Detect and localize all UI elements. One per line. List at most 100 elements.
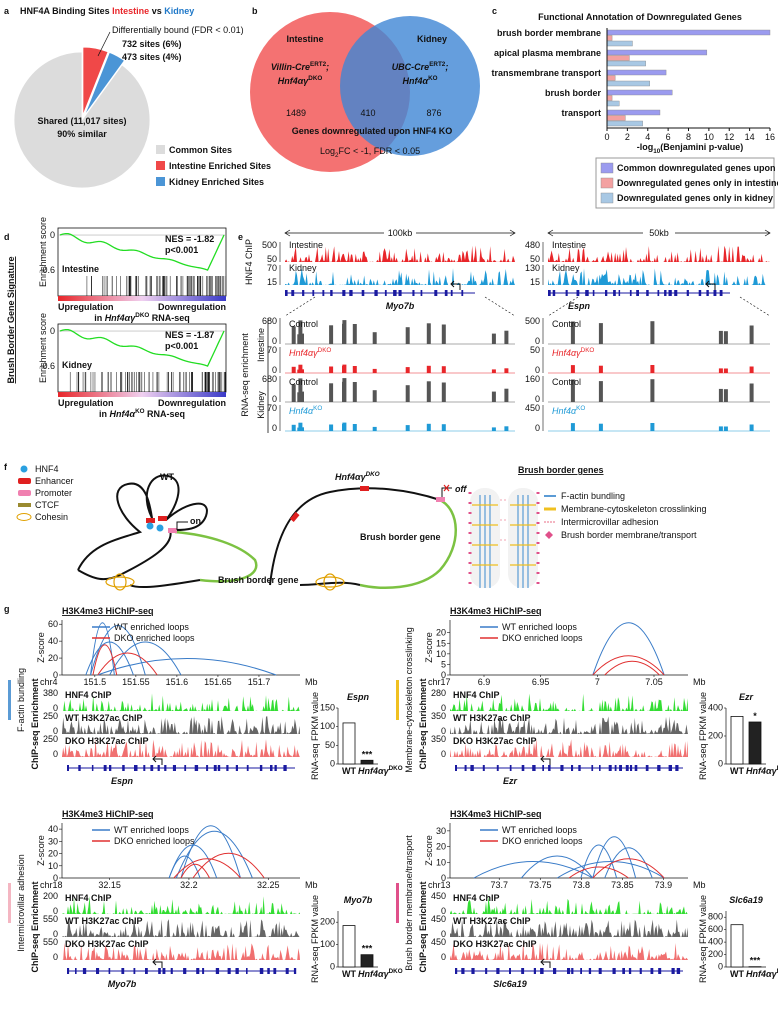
text-run: DKO <box>366 471 380 478</box>
x-tick-label: 32.15 <box>98 880 121 890</box>
track-tick: 160 <box>525 374 540 384</box>
hichip-title: H3K4me3 HiChIP-seq <box>62 606 154 616</box>
text-run: DKO <box>581 347 595 354</box>
adhesion <box>500 499 508 541</box>
signal-track <box>285 268 515 285</box>
bar <box>730 924 744 968</box>
y-axis-label: Enrichment score <box>38 217 48 287</box>
exon <box>605 290 608 296</box>
exon <box>650 968 654 974</box>
exon <box>121 968 125 974</box>
zoom-line <box>284 296 516 317</box>
gene-curve <box>359 498 457 589</box>
exon <box>67 968 70 974</box>
track-tick: 0 <box>441 703 446 713</box>
signal-track <box>450 896 688 914</box>
enhancer <box>360 486 369 491</box>
y-tick-label: 50 <box>325 740 335 750</box>
exon <box>461 968 465 974</box>
scale-label: 100kb <box>388 228 413 238</box>
crosslink <box>472 504 536 566</box>
panel-label: f <box>4 462 8 472</box>
rank-label: Upregulation <box>58 398 114 408</box>
track-tick: 70 <box>267 345 277 355</box>
significance: * <box>753 711 757 721</box>
exon <box>614 765 617 771</box>
promoter <box>168 528 177 533</box>
bar <box>606 100 620 107</box>
significance: *** <box>750 956 761 966</box>
track-tick: 450 <box>431 891 446 901</box>
track-tick: 500 <box>525 316 540 326</box>
exon <box>235 968 239 974</box>
z-axis-label: Z-score <box>36 835 46 866</box>
unit-label: Mb <box>693 677 706 687</box>
exon <box>612 968 616 974</box>
exon <box>464 765 467 771</box>
exon <box>540 968 544 974</box>
track-tick: 280 <box>431 688 446 698</box>
rna-peak <box>598 365 603 373</box>
bar <box>606 89 673 96</box>
x-tick-label: 32.2 <box>180 880 198 890</box>
x-tick-label: 10 <box>704 132 714 142</box>
text-run: Hnf4α <box>552 406 577 416</box>
promoter <box>436 497 445 502</box>
exon <box>628 968 632 974</box>
exon <box>184 765 187 771</box>
rna-peak <box>291 424 296 431</box>
rna-peak <box>342 422 347 431</box>
state-label: off <box>455 484 467 494</box>
signal-track <box>450 693 688 711</box>
genotype: Hnf4αKO <box>402 75 437 86</box>
bar <box>606 35 613 41</box>
threshold: Log2FC < -1, FDR < 0.05 <box>320 146 420 159</box>
loop-arc <box>180 825 241 879</box>
track-name: WT H3K27ac ChIP <box>65 713 143 723</box>
text-run: Control <box>289 319 318 329</box>
track-name: Control <box>289 319 318 329</box>
exon <box>109 765 112 771</box>
exon <box>246 765 249 771</box>
track-name: Hnf4αγDKO <box>289 347 331 358</box>
exon <box>246 968 248 974</box>
exon <box>657 290 660 296</box>
x-tick-label: 6.9 <box>478 677 491 687</box>
es-curve <box>59 328 225 367</box>
signal-track <box>62 693 300 711</box>
x-tick-label: 0 <box>604 132 609 142</box>
y-tick-label: 200 <box>320 917 335 927</box>
exon <box>91 765 94 771</box>
y-tick-label: 0 <box>718 962 723 972</box>
exon <box>592 290 595 296</box>
rank-label: Upregulation <box>58 302 114 312</box>
text-run: (Benjamini p-value) <box>660 142 743 152</box>
actin <box>479 495 529 588</box>
legend-label: WT enriched loops <box>114 622 189 632</box>
text-run: Hnf4αγ <box>105 313 137 323</box>
track-tick: 200 <box>43 891 58 901</box>
rna-peak <box>342 320 347 344</box>
exon <box>622 968 625 974</box>
track-name: Control <box>552 319 581 329</box>
y-tick-label: 0 <box>330 759 335 769</box>
text-run: DKO <box>318 347 332 354</box>
track-tick: 50 <box>530 254 540 264</box>
x-tick-label: 32.25 <box>257 880 280 890</box>
text-run: DKO <box>777 968 778 975</box>
track-tick: 250 <box>43 711 58 721</box>
text-run: Hnf4αγ <box>746 766 778 776</box>
z-tick-label: 0 <box>441 873 446 883</box>
y-tick-label: 0 <box>50 230 55 240</box>
bar <box>606 55 630 61</box>
exon <box>560 765 564 771</box>
rna-peak <box>372 426 377 431</box>
condition-title: Hnf4αγDKO <box>335 471 380 482</box>
panel-label: d <box>4 232 10 242</box>
rna-axis-label: RNA-seq FPKM value <box>698 895 708 983</box>
text-run: DKO <box>308 75 322 82</box>
category-bar <box>8 883 11 923</box>
rna-peak <box>372 332 377 344</box>
legend-label: Kidney Enriched Sites <box>169 177 264 187</box>
rna-peak <box>718 330 723 344</box>
